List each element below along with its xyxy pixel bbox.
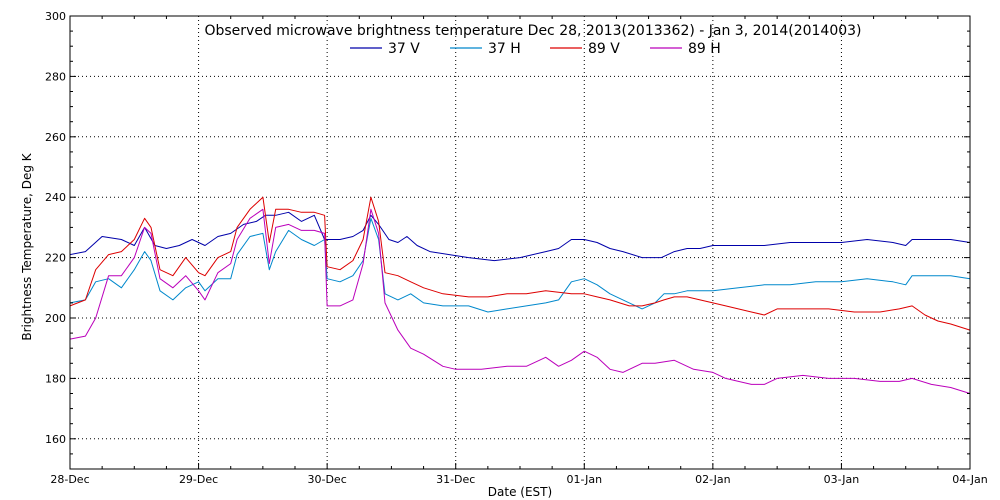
x-tick-label: 03-Jan (824, 473, 860, 486)
chart-title: Observed microwave brightness temperatur… (204, 23, 861, 39)
x-tick-label: 04-Jan (952, 473, 988, 486)
series-layer (69, 196, 971, 394)
legend: 37 V 37 H 89 V 89 H (350, 41, 721, 57)
legend-label: 37 H (488, 41, 521, 57)
series-line-89v (69, 196, 971, 331)
y-tick-label: 220 (45, 252, 66, 265)
y-tick-label: 160 (45, 433, 66, 446)
x-tick-label: 31-Dec (436, 473, 475, 486)
y-tick-label: 180 (45, 372, 66, 385)
x-tick-label: 29-Dec (179, 473, 218, 486)
axes: 28-Dec 29-Dec 30-Dec 31-Dec 01-Jan 02-Jan 03-J… (45, 10, 988, 486)
series-line-37h (69, 217, 971, 313)
y-tick-label: 300 (45, 10, 66, 23)
x-tick-label: 28-Dec (50, 473, 89, 486)
y-axis-label: Brightness Temperature, Deg K (20, 152, 34, 340)
y-tick-label: 280 (45, 70, 66, 83)
x-tick-label: 30-Dec (308, 473, 347, 486)
x-tick-label: 02-Jan (695, 473, 731, 486)
series-line-89h (69, 208, 971, 394)
legend-label: 89 V (588, 41, 620, 57)
y-tick-label: 240 (45, 191, 66, 204)
legend-label: 37 V (388, 41, 420, 57)
x-axis-label: Date (EST) (488, 485, 552, 499)
y-tick-label: 200 (45, 312, 66, 325)
y-tick-label: 260 (45, 131, 66, 144)
series-line-37v (69, 211, 971, 262)
legend-label: 89 H (688, 41, 721, 57)
x-tick-label: 01-Jan (567, 473, 603, 486)
